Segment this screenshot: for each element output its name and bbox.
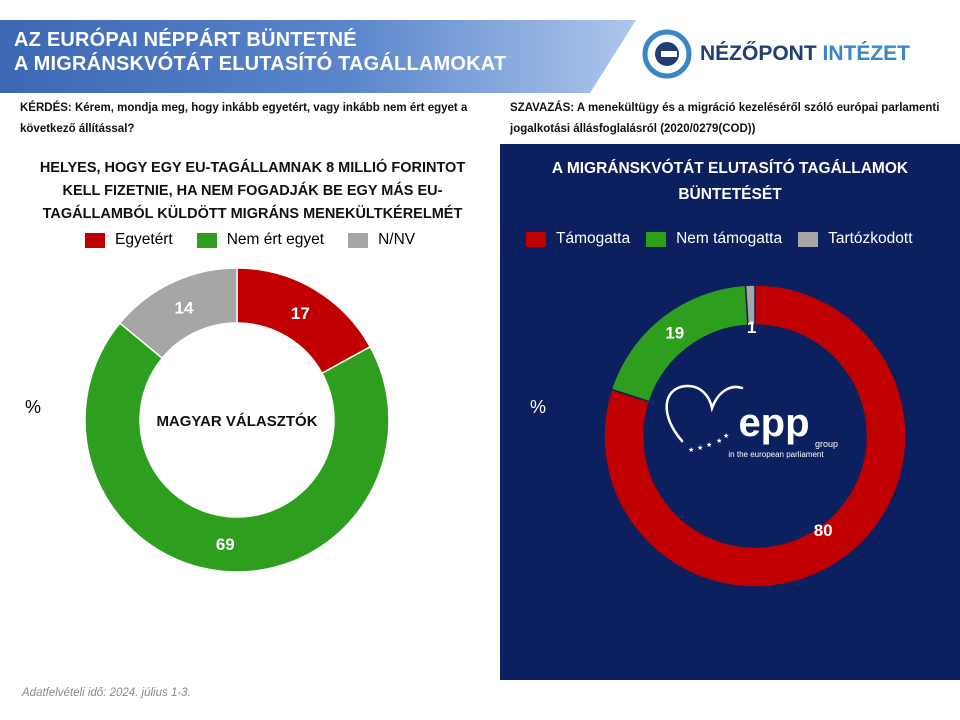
legend-swatch-green: [196, 232, 217, 248]
donut-slice-nem-támogatta: [610, 284, 749, 403]
data-label: 14: [175, 298, 194, 317]
logo-text-intezet: INTÉZET: [822, 42, 911, 65]
donut-slice-n-nv: [118, 267, 238, 360]
donut-slice-tartózkodott: [744, 284, 756, 327]
left-chart-title: HELYES, HOGY EGY EU-TAGÁLLAMNAK 8 MILLIÓ…: [39, 160, 466, 222]
page-title: AZ EURÓPAI NÉPPÁRT BÜNTETNÉ A MIGRÁNSKVÓ…: [14, 28, 506, 76]
left-donut-chart: 17 69 14 MAGYAR VÁLASZTÓK: [84, 267, 390, 573]
data-label: 17: [291, 304, 310, 323]
data-label: 80: [814, 521, 833, 540]
left-unit-label: %: [25, 397, 42, 417]
legend-label: N/NV: [378, 231, 416, 248]
title-line-2: A MIGRÁNSKVÓTÁT ELUTASÍTÓ TAGÁLLAMOKAT: [14, 53, 507, 75]
nezopont-logo: NÉZŐPONT INTÉZET: [642, 24, 952, 84]
legend-label: Tartózkodott: [828, 230, 913, 247]
epp-heart-icon: [665, 384, 744, 443]
epp-logo-sub1: group: [815, 439, 838, 449]
donut-slice-nem-ért-egyet: [84, 322, 390, 573]
right-legend: Támogatta Nem támogatta Tartózkodott: [526, 230, 913, 248]
legend-label: Egyetért: [115, 231, 173, 248]
left-legend: Egyetért Nem ért egyet N/NV: [85, 231, 415, 249]
footnote: Adatfelvételi idő: 2024. július 1-3.: [22, 687, 191, 699]
title-banner: [0, 20, 636, 93]
legend-label: Támogatta: [556, 230, 631, 247]
legend-swatch-gray: [798, 231, 819, 247]
legend-swatch-red: [526, 231, 546, 247]
star-icon: ★: [697, 444, 703, 452]
star-icon: ★: [706, 441, 712, 449]
star-icon: ★: [688, 446, 694, 454]
donut-slice-támogatta: [603, 284, 907, 588]
star-icon: ★: [723, 432, 729, 440]
right-unit-label: %: [530, 397, 547, 417]
right-chart-title: A MIGRÁNSKVÓTÁT ELUTASÍTÓ TAGÁLLAMOK BÜN…: [551, 160, 909, 203]
legend-label: Nem ért egyet: [226, 231, 325, 248]
legend-swatch-red: [85, 232, 105, 248]
logo-text-nezopont: NÉZŐPONT: [700, 42, 817, 65]
nezopont-logo-icon: [642, 29, 692, 79]
vote-description: SZAVAZÁS: A menekültügy és a migráció ke…: [510, 102, 940, 135]
epp-logo-word: epp: [738, 401, 809, 445]
data-label: 19: [665, 323, 684, 342]
right-chart-panel: A MIGRÁNSKVÓTÁT ELUTASÍTÓ TAGÁLLAMOK BÜN…: [500, 144, 960, 680]
center-label: MAGYAR VÁLASZTÓK: [156, 412, 317, 430]
legend-label: Nem támogatta: [676, 230, 783, 247]
data-label: 1: [747, 318, 756, 337]
header: AZ EURÓPAI NÉPPÁRT BÜNTETNÉ A MIGRÁNSKVÓ…: [0, 0, 960, 93]
survey-question: KÉRDÉS: Kérem, mondja meg, hogy inkább e…: [20, 102, 468, 135]
title-line-1: AZ EURÓPAI NÉPPÁRT BÜNTETNÉ: [14, 29, 357, 51]
star-icon: ★: [716, 437, 722, 445]
legend-swatch-green: [646, 231, 667, 247]
legend-swatch-gray: [348, 232, 369, 248]
epp-logo-sub2: in the european parliament: [728, 450, 824, 459]
data-label: 69: [216, 535, 235, 554]
logo-wordmark: NÉZŐPONT INTÉZET: [700, 42, 910, 66]
